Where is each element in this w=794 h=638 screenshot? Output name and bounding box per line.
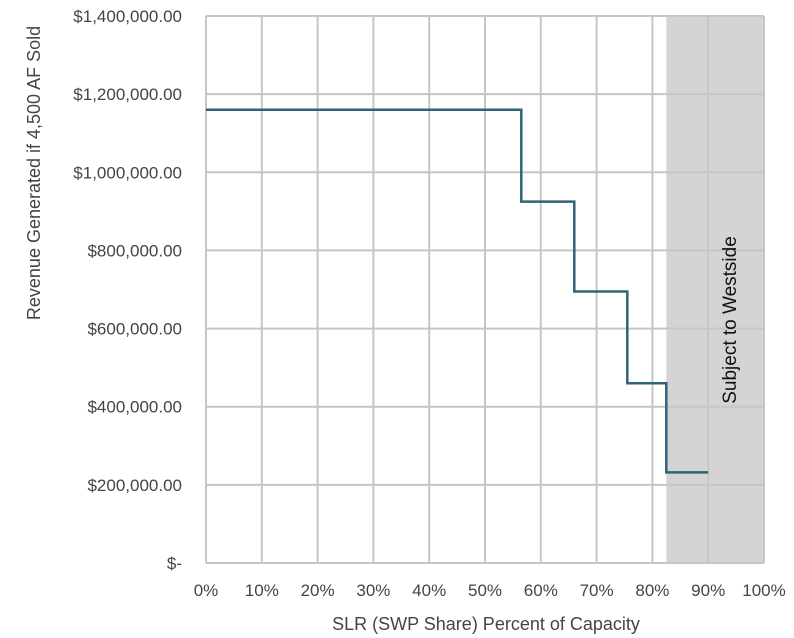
- y-axis-label: Revenue Generated if 4,500 AF Sold: [24, 26, 44, 320]
- x-tick-label: 50%: [468, 581, 502, 600]
- shaded-region: [666, 16, 764, 563]
- x-tick-label: 10%: [245, 581, 279, 600]
- y-tick-label: $1,400,000.00: [73, 7, 182, 26]
- y-tick-label: $1,200,000.00: [73, 85, 182, 104]
- series-line: [206, 108, 709, 474]
- shaded-region-label: Subject to Westside: [720, 236, 741, 404]
- y-tick-label: $-: [167, 554, 182, 573]
- y-tick-label: $600,000.00: [87, 320, 182, 339]
- x-axis-label: SLR (SWP Share) Percent of Capacity: [332, 614, 640, 634]
- x-tick-label: 0%: [194, 581, 219, 600]
- x-tick-label: 20%: [301, 581, 335, 600]
- x-tick-label: 100%: [742, 581, 785, 600]
- x-tick-label: 30%: [356, 581, 390, 600]
- y-tick-label: $400,000.00: [87, 398, 182, 417]
- y-tick-label: $200,000.00: [87, 476, 182, 495]
- x-tick-label: 90%: [691, 581, 725, 600]
- y-tick-label: $800,000.00: [87, 241, 182, 260]
- y-tick-label: $1,000,000.00: [73, 163, 182, 182]
- x-tick-label: 80%: [635, 581, 669, 600]
- x-tick-label: 70%: [580, 581, 614, 600]
- x-tick-label: 40%: [412, 581, 446, 600]
- x-tick-label: 60%: [524, 581, 558, 600]
